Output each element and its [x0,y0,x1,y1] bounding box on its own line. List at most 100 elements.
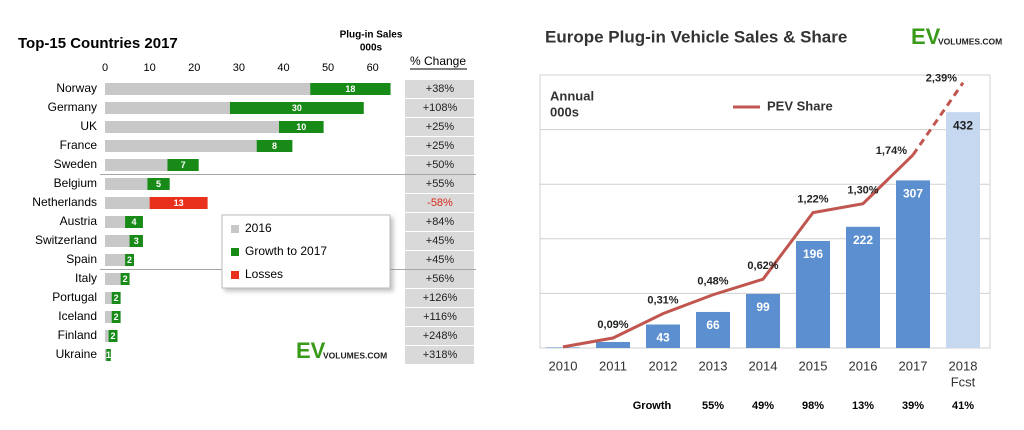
growth-value: 13% [852,400,874,412]
change-cell [405,270,474,288]
bar-label: 5 [156,179,161,189]
x-tick-label: 0 [102,62,108,74]
category-label: UK [80,119,97,133]
line-label: 0,48% [697,276,728,288]
change-label: +248% [423,330,458,342]
change-label: +56% [426,273,455,285]
line-label: 2,39% [926,73,957,85]
x-tick-label: 30 [233,62,245,74]
category-label: France [60,138,98,152]
bar-segment [105,311,112,323]
x-tick-label: 2017 [899,358,928,373]
category-label: Netherlands [32,195,97,209]
x-tick-label: 10 [143,62,155,74]
change-cell [405,194,474,212]
bar-segment [105,273,121,285]
bar-segment [105,330,109,342]
change-label: +318% [423,349,458,361]
category-label: Switzerland [35,233,97,247]
bar [596,341,630,348]
change-cell [405,346,474,364]
growth-label: Growth [633,400,672,412]
annotation: 000s [550,104,579,119]
change-label: +55% [426,178,455,190]
bar [796,240,830,348]
bar-segment [120,273,130,285]
bar-label: 432 [953,118,973,132]
bar-segment [106,349,111,361]
bar-label: 99 [756,300,770,314]
category-label: Portugal [52,290,97,304]
change-label: +45% [426,235,455,247]
x-tick-label: 2018 [949,358,978,373]
logo-text: VOLUMES.COM [938,36,1002,46]
line-label: 1,74% [876,145,907,157]
bar-label: 8 [272,141,277,151]
change-label: +45% [426,254,455,266]
change-cell [405,251,474,269]
category-label: Sweden [54,157,97,171]
bar-segment [229,102,364,114]
bar-segment [167,159,199,171]
bar-label: 2 [123,274,128,284]
category-label: Finland [58,328,97,342]
legend-label: PEV Share [767,98,833,113]
line-label: 0,09% [597,319,628,331]
bar-segment [111,292,121,304]
bar-segment [149,197,208,209]
bar-label: 196 [803,247,823,261]
legend-swatch [231,248,239,256]
growth-value: 39% [902,400,924,412]
category-label: Norway [56,81,97,95]
bar-segment [111,311,121,323]
bar-segment [256,140,293,152]
line [562,153,915,349]
x-tick-label: 2016 [849,358,878,373]
growth-value: 41% [952,400,974,412]
line [911,81,965,156]
bar-segment [310,83,391,95]
x-tick-label: 2013 [699,358,728,373]
x-tick-label: 2010 [549,358,578,373]
change-label: +126% [423,292,458,304]
bar-segment [129,235,143,247]
growth-value: 55% [702,400,724,412]
x-tick-label: 2014 [749,358,778,373]
change-label: +25% [426,121,455,133]
bar [696,311,730,348]
change-label: +38% [426,83,455,95]
x-tick-label: 40 [277,62,289,74]
bar-label: 43 [656,331,670,345]
change-header: % Change [410,54,466,68]
change-cell [405,175,474,193]
category-label: Belgium [54,176,97,190]
line-label: 0,31% [647,295,678,307]
bar-segment [105,254,126,266]
bar-segment [105,197,150,209]
logo-mark: EV [296,338,326,363]
bar-label: 4 [131,217,136,227]
category-label: Austria [60,214,98,228]
change-cell [405,156,474,174]
change-cell [405,232,474,250]
bar-label: 30 [292,103,302,113]
x-tick-label: 2011 [599,358,627,373]
bar-label: 66 [706,318,720,332]
legend-label: 2016 [245,221,272,235]
bar-label: 2 [127,255,132,265]
bar-segment [105,102,230,114]
legend-box [221,214,391,289]
category-label: Italy [75,271,97,285]
right-title: Europe Plug-in Vehicle Sales & Share [545,27,847,46]
bar-label: 2 [111,331,116,341]
x-tick-label: 50 [322,62,334,74]
change-cell [405,327,474,345]
bar-label: 10 [296,122,306,132]
logo-mark: EV [911,24,941,49]
change-label: +50% [426,159,455,171]
bar-label: 2 [114,312,119,322]
bar [746,293,780,348]
bar-segment [105,349,107,361]
bar-label: 307 [903,187,923,201]
